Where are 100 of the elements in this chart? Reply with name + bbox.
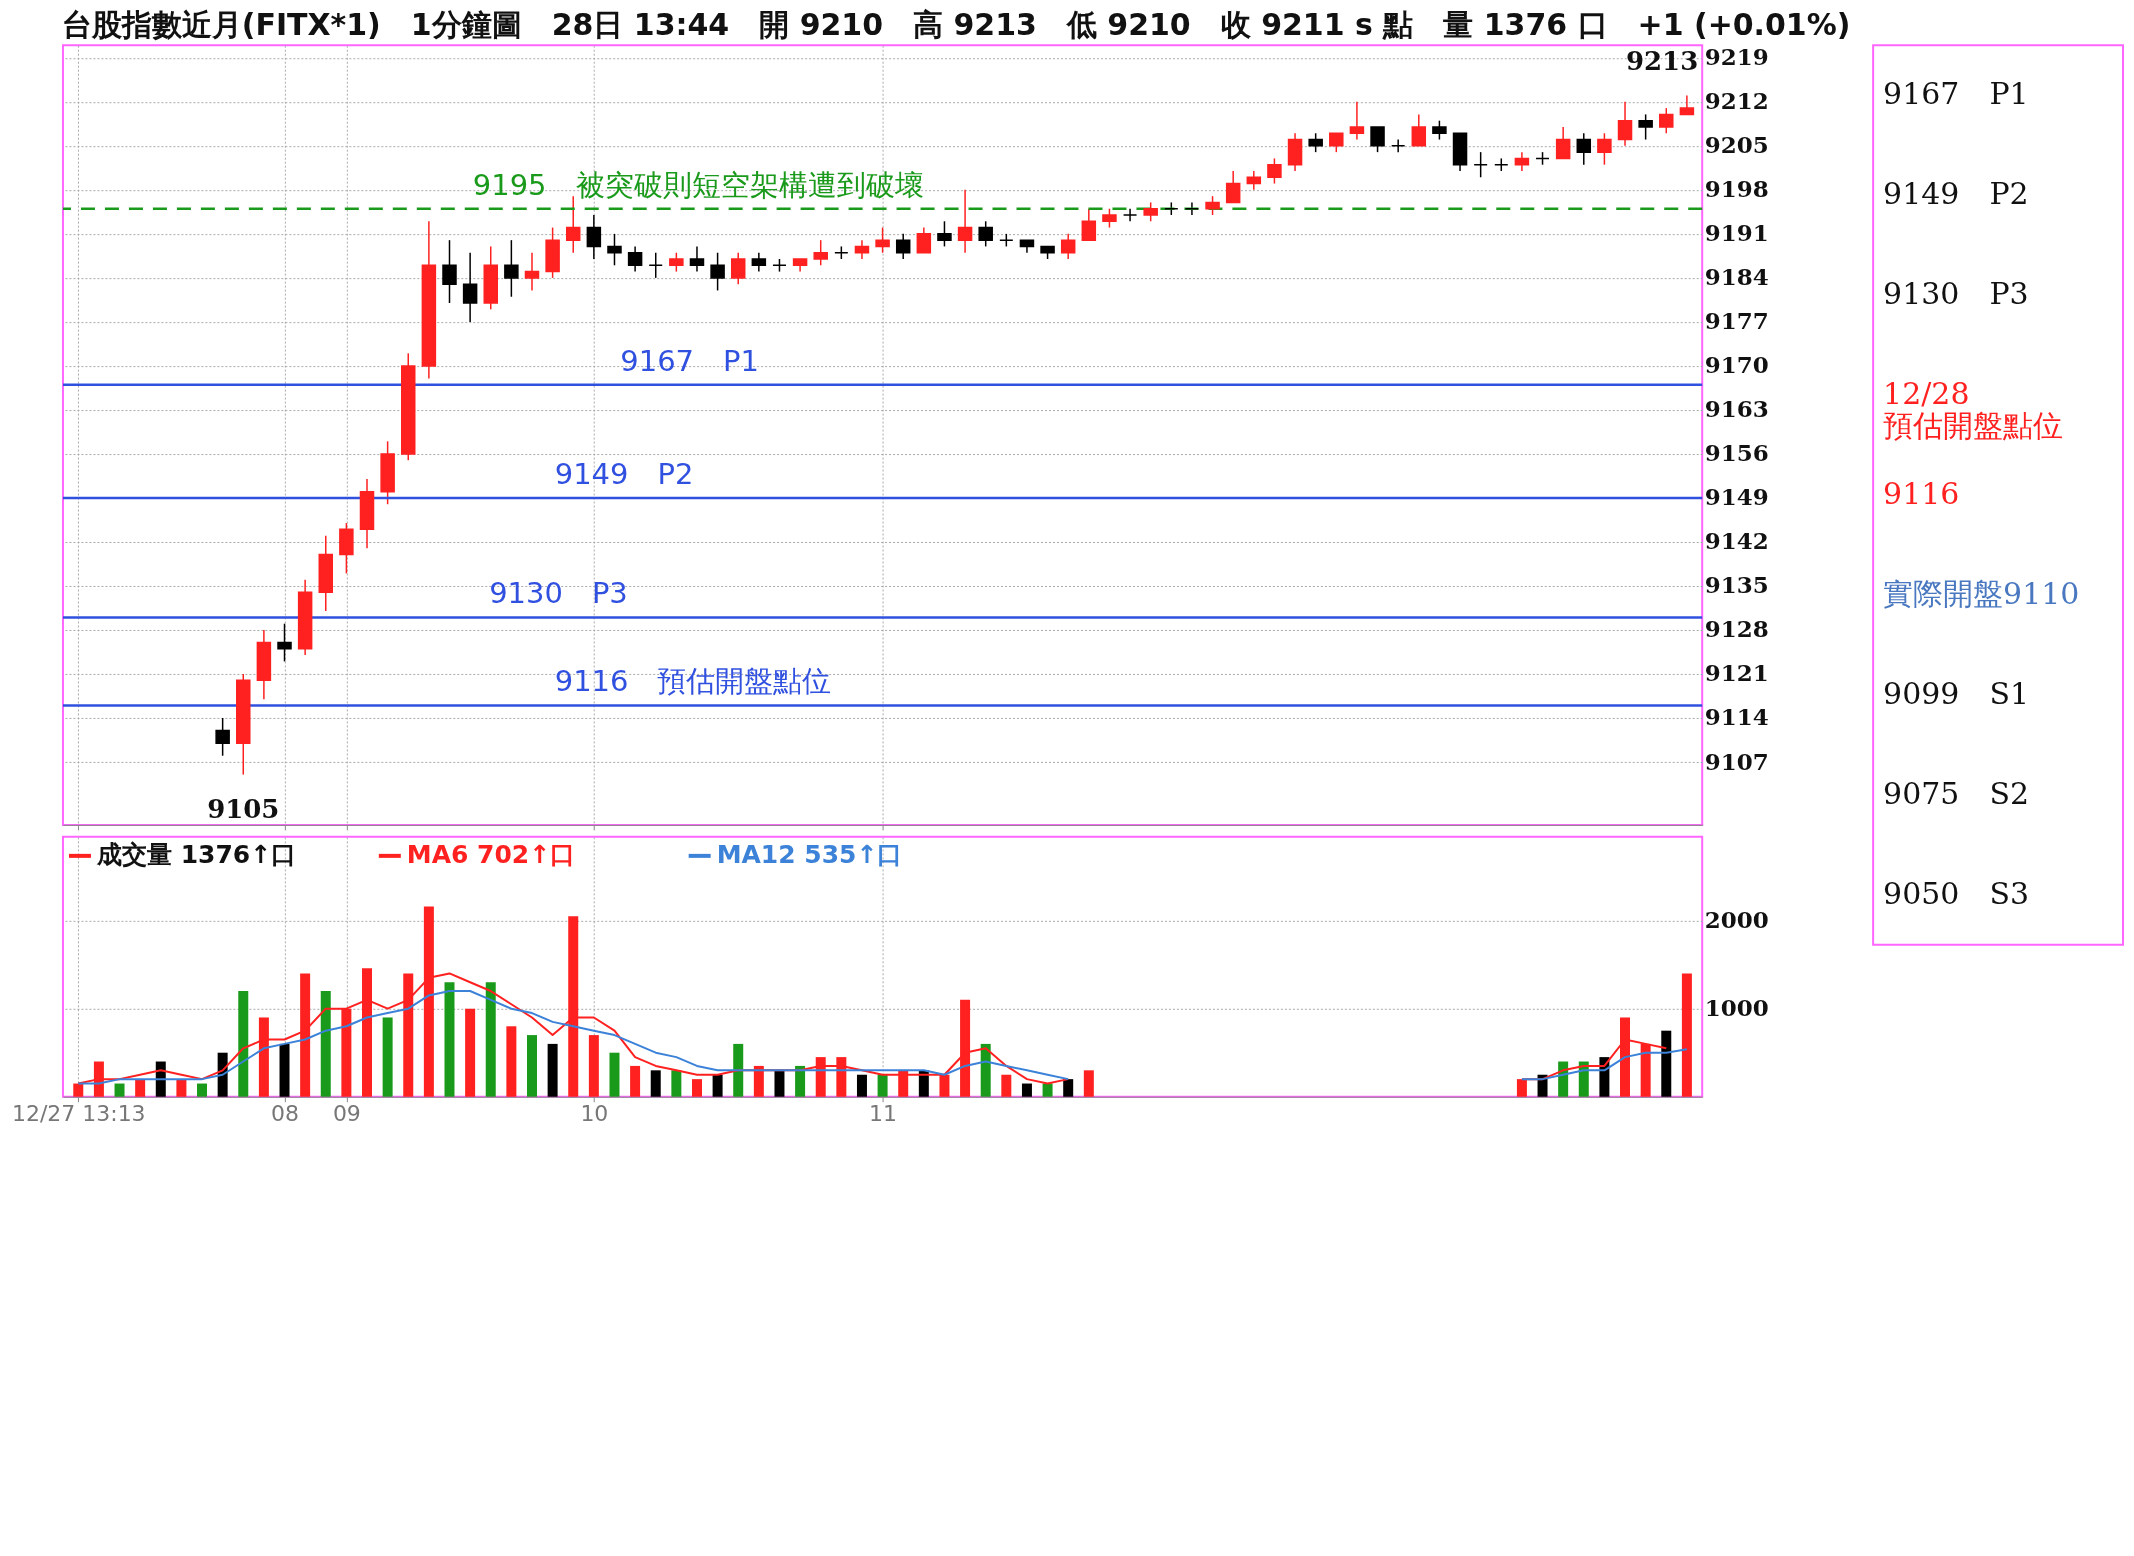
text: 12/28 預估開盤點位 <box>1883 376 2064 444</box>
y-tick-label: 9212 <box>1704 87 1769 115</box>
candlestick <box>669 251 684 273</box>
bar <box>1083 1070 1094 1097</box>
bar <box>114 1083 125 1097</box>
x-tick-label: 11 <box>869 1101 898 1127</box>
bar <box>712 1074 723 1097</box>
bar <box>1063 1079 1074 1097</box>
legend-label: 成交量 1376↑口 <box>95 839 297 869</box>
y-tick-label: 9121 <box>1704 659 1769 687</box>
candlestick <box>1329 132 1344 153</box>
candlestick <box>1576 132 1592 166</box>
y-tick-label: 1000 <box>1704 994 1769 1022</box>
candlestick <box>957 189 973 254</box>
y-tick-label: 9219 <box>1704 43 1769 71</box>
candlestick <box>689 245 705 273</box>
bar <box>320 991 331 1097</box>
bar <box>1681 973 1692 1097</box>
bar <box>382 1017 393 1097</box>
y-tick-label: 9177 <box>1704 307 1769 335</box>
y-tick-label: 9184 <box>1704 263 1769 291</box>
text: 9130 P3 <box>1883 276 2029 312</box>
bar <box>238 991 249 1097</box>
y-tick-label: 9170 <box>1704 351 1769 379</box>
candlestick <box>1267 157 1282 185</box>
bar <box>980 1043 991 1097</box>
candlestick <box>751 251 767 273</box>
candlestick <box>1679 94 1695 116</box>
ref-line-label: 9130 P3 <box>489 576 628 611</box>
candlestick <box>978 220 993 248</box>
y-tick-label: 9114 <box>1704 703 1769 731</box>
ref-line-label: 9167 P1 <box>620 343 759 378</box>
candlestick <box>607 233 622 267</box>
candlestick <box>1102 207 1117 229</box>
bar <box>650 1070 661 1097</box>
text: 實際開盤9110 <box>1883 575 2080 611</box>
bar <box>1021 1083 1032 1097</box>
bar <box>671 1070 682 1097</box>
x-tick-label: 12/27 13:13 <box>11 1101 146 1127</box>
y-tick-label: 9191 <box>1704 219 1769 247</box>
bar <box>526 1035 537 1097</box>
ref-line-label: 9195 被突破則短空架構遭到破壞 <box>472 167 924 202</box>
candlestick <box>710 251 725 292</box>
bar <box>691 1079 702 1097</box>
candlestick <box>1205 195 1220 216</box>
bar <box>733 1043 744 1097</box>
y-tick-label: 9142 <box>1704 527 1769 555</box>
candlestick <box>627 245 643 273</box>
x-tick-label: 10 <box>580 1101 609 1127</box>
bar <box>774 1070 785 1097</box>
text: 9075 S2 <box>1883 775 2029 811</box>
candlestick <box>1225 170 1241 204</box>
candlestick <box>524 251 540 292</box>
ref-line-label: 9116 預估開盤點位 <box>554 664 832 699</box>
y-tick-label: 9149 <box>1704 483 1769 511</box>
bar <box>465 1008 476 1097</box>
bar <box>279 1043 290 1097</box>
text: 9099 S1 <box>1883 675 2029 711</box>
candlestick <box>1473 151 1488 179</box>
bar <box>1661 1030 1672 1097</box>
candlestick <box>586 214 602 260</box>
bar <box>1001 1074 1012 1097</box>
bar <box>1516 1079 1527 1097</box>
candlestick <box>462 251 478 323</box>
bar <box>856 1074 867 1097</box>
candlestick <box>895 233 911 260</box>
candlestick <box>1411 113 1427 147</box>
bar <box>609 1052 620 1097</box>
annotation: 9105 <box>207 793 280 824</box>
x-tick-label: 09 <box>332 1101 361 1127</box>
bar <box>1042 1083 1053 1097</box>
candlestick <box>1638 113 1653 141</box>
candlestick <box>1370 126 1385 153</box>
y-tick-label: 9205 <box>1704 131 1769 159</box>
y-tick-label: 9156 <box>1704 439 1769 467</box>
bar <box>547 1043 558 1097</box>
bar <box>630 1065 641 1097</box>
candlestick <box>1308 132 1323 153</box>
candlestick <box>1390 138 1406 153</box>
bar <box>73 1083 84 1097</box>
candlestick <box>1555 126 1571 160</box>
candlestick <box>504 239 519 298</box>
text: 9116 <box>1883 476 1960 512</box>
bar <box>197 1083 208 1097</box>
text: 9149 P2 <box>1883 176 2029 212</box>
bar <box>176 1079 187 1097</box>
candlestick <box>1432 119 1447 141</box>
bar <box>135 1079 146 1097</box>
candlestick <box>1122 207 1138 223</box>
candlestick <box>442 239 457 304</box>
text: 9167 P1 <box>1883 76 2029 112</box>
candlestick <box>730 251 746 285</box>
ref-line-label: 9149 P2 <box>554 456 694 491</box>
y-tick-label: 9198 <box>1704 175 1769 203</box>
y-tick-label: 9163 <box>1704 395 1769 423</box>
candlestick <box>916 226 932 254</box>
candlestick <box>1659 107 1674 135</box>
bar <box>588 1035 599 1097</box>
candlestick <box>277 622 292 663</box>
candlestick <box>648 251 663 279</box>
